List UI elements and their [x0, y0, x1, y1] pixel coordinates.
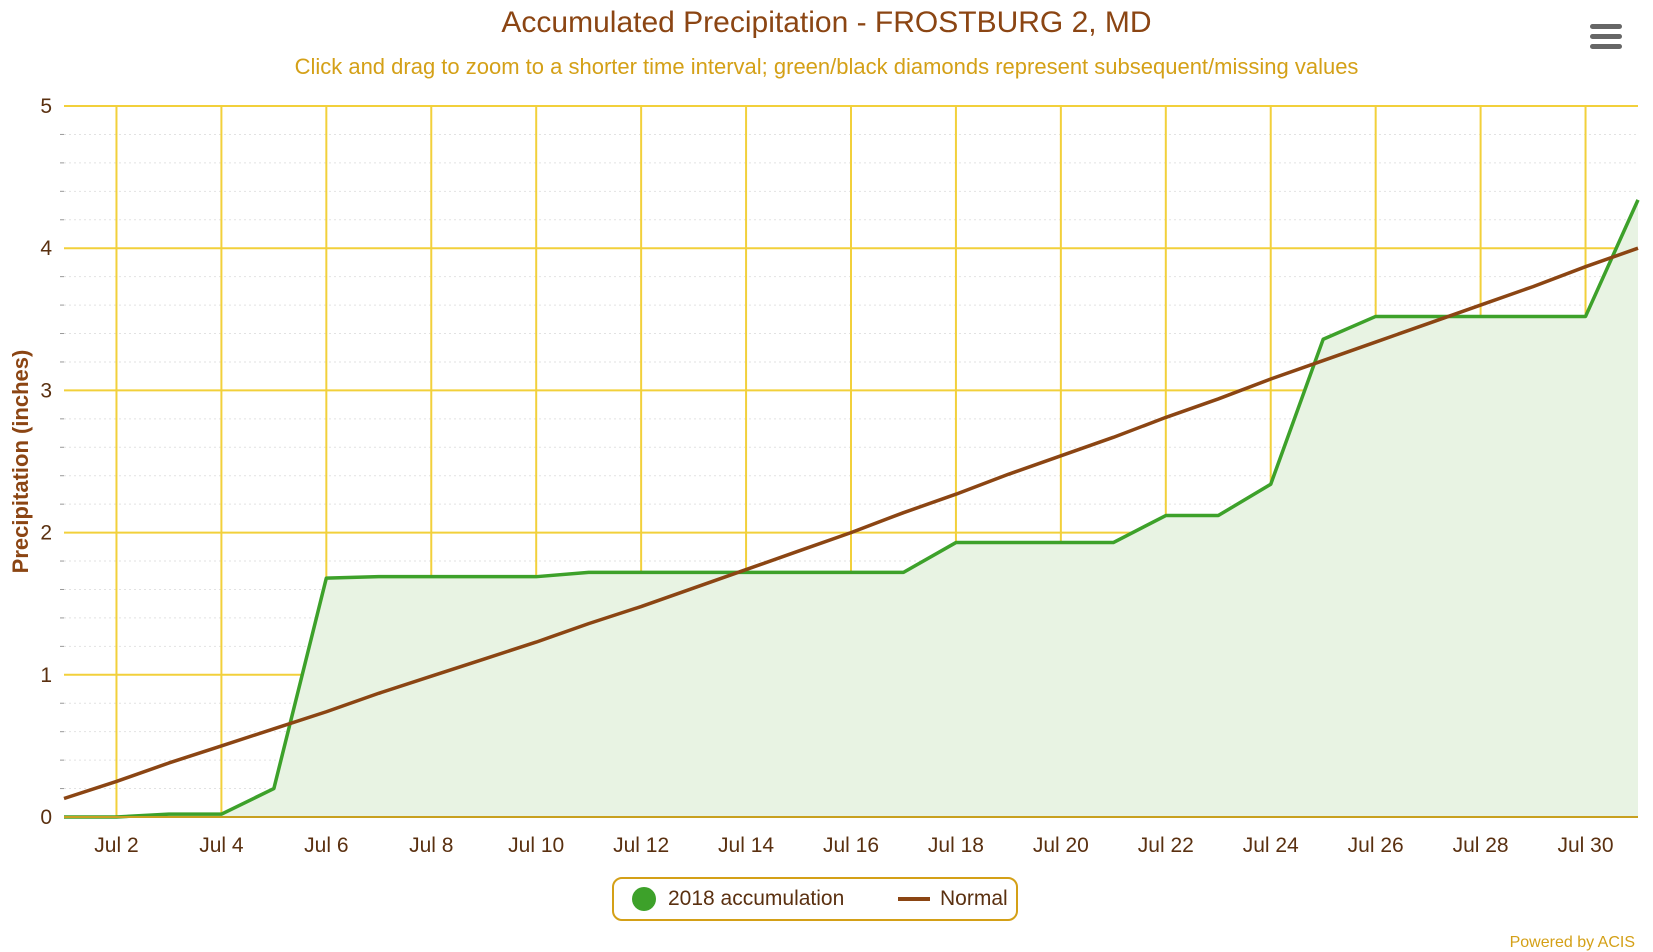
x-tick-label: Jul 28: [1453, 834, 1509, 857]
menu-bar: [1590, 34, 1622, 39]
menu-bar: [1590, 24, 1622, 29]
legend-label: Normal: [940, 887, 1008, 910]
accumulation-area: [64, 199, 1638, 818]
hamburger-menu-icon[interactable]: [1588, 22, 1624, 52]
y-tick-label: 4: [40, 237, 52, 260]
y-tick-label: 1: [40, 664, 52, 687]
legend-label: 2018 accumulation: [668, 887, 845, 910]
chart-subtitle: Click and drag to zoom to a shorter time…: [294, 54, 1359, 79]
x-tick-label: Jul 2: [94, 834, 138, 857]
chart-title: Accumulated Precipitation - FROSTBURG 2,…: [501, 6, 1152, 39]
x-tick-label: Jul 18: [928, 834, 984, 857]
y-tick-label: 2: [40, 522, 52, 545]
legend-item-2018-accumulation[interactable]: 2018 accumulation: [632, 879, 844, 919]
x-tick-label: Jul 4: [199, 834, 244, 857]
x-tick-label: Jul 6: [304, 834, 348, 857]
x-tick-label: Jul 20: [1033, 834, 1089, 857]
y-tick-label: 5: [40, 95, 52, 118]
normal-series-line: [63, 246, 1639, 801]
menu-bar: [1590, 44, 1622, 49]
x-tick-label: Jul 22: [1138, 834, 1194, 857]
x-tick-label: Jul 24: [1243, 834, 1299, 857]
y-tick-label: 0: [40, 806, 52, 829]
x-tick-label: Jul 10: [508, 834, 564, 857]
x-tick-label: Jul 30: [1558, 834, 1614, 857]
x-tick-label: Jul 8: [409, 834, 453, 857]
chart-legend: 2018 accumulation Normal: [612, 877, 1018, 921]
powered-by-link[interactable]: Powered by ACIS: [1509, 934, 1635, 951]
x-tick-label: Jul 16: [823, 834, 879, 857]
accumulation-series-line: [64, 199, 1640, 819]
y-tick-label: 3: [40, 379, 52, 402]
x-tick-label: Jul 12: [613, 834, 669, 857]
legend-circle-icon: [632, 887, 656, 911]
legend-item-normal[interactable]: Normal: [898, 879, 1008, 919]
legend-line-icon: [898, 897, 930, 901]
x-tick-label: Jul 14: [718, 834, 774, 857]
x-tick-label: Jul 26: [1348, 834, 1404, 857]
y-axis-label: Precipitation (inches): [8, 350, 33, 574]
